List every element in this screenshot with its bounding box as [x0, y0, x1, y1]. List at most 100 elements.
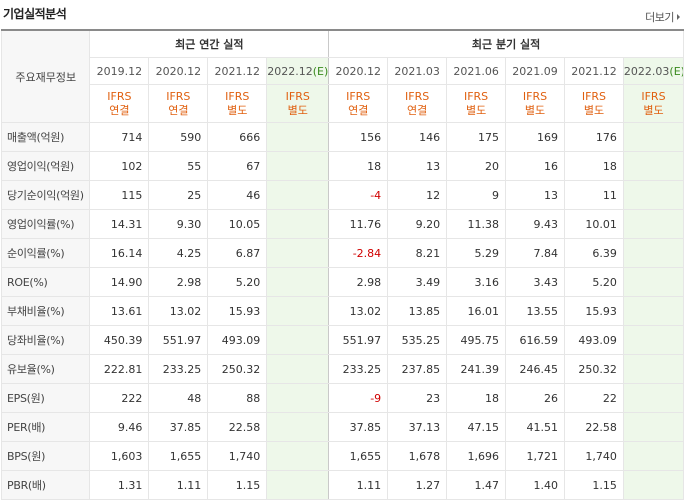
row-label: 당좌비율(%) [0, 325, 91, 355]
row-label: PBR(배) [0, 470, 91, 500]
quarter-value-cell: 13.55 [505, 296, 565, 326]
annual-value-cell: 666 [207, 122, 268, 152]
annual-value-cell: 46 [207, 180, 268, 210]
period-label: 2020.12 [335, 64, 381, 78]
std-line-1: IFRS [107, 89, 132, 103]
std-line-1: IFRS [581, 89, 607, 103]
row-label: 당기순이익(억원) [0, 180, 91, 210]
row-label: 순이익률(%) [0, 238, 91, 268]
quarter-value-cell: 23 [387, 383, 448, 413]
period-label: 2022.12 [267, 64, 313, 78]
quarter-value-cell: 1,740 [563, 441, 624, 471]
more-link[interactable]: 더보기 [645, 9, 680, 25]
table-row: EPS(원) 222 48 88 -9 23 18 26 22 [0, 383, 685, 413]
quarter-value-cell: 241.39 [446, 354, 507, 384]
accounting-standard-header: IFRS 별도 [563, 84, 624, 123]
accounting-standard-header: IFRS 별도 [622, 84, 685, 123]
annual-value-cell: 2.98 [148, 267, 209, 297]
annual-value-cell: 37.85 [148, 412, 209, 442]
std-line-1: IFRS [641, 89, 666, 103]
std-line-2: 연결 [109, 103, 130, 117]
accounting-standard-header: IFRS 연결 [89, 84, 150, 123]
quarter-value-cell: 1,696 [446, 441, 507, 471]
estimate-mark: (E) [312, 64, 329, 78]
quarter-value-cell: 9.43 [505, 209, 565, 239]
annual-value-cell: 14.31 [89, 209, 150, 239]
quarter-value-cell: 169 [505, 122, 565, 152]
annual-value-cell: 25 [148, 180, 209, 210]
quarter-value-cell: 3.49 [387, 267, 448, 297]
quarter-value-cell: 15.93 [563, 296, 624, 326]
annual-value-cell: 1,655 [148, 441, 209, 471]
quarter-value-cell: 616.59 [505, 325, 565, 355]
annual-value-cell [266, 325, 330, 355]
quarter-value-cell [622, 180, 685, 210]
quarter-value-cell: 175 [446, 122, 507, 152]
std-line-2: 연결 [168, 103, 189, 117]
std-line-1: IFRS [166, 89, 191, 103]
quarter-value-cell: 16.01 [446, 296, 507, 326]
table-row: 영업이익률(%) 14.31 9.30 10.05 11.76 9.20 11.38 9.43… [0, 209, 685, 239]
table-row: 당좌비율(%) 450.39 551.97 493.09 551.97 535.25 495… [0, 325, 685, 355]
annual-period-header: 2020.12 [148, 57, 209, 85]
annual-group-header: 최근 연간 실적 [89, 29, 330, 58]
annual-value-cell: 1,740 [207, 441, 268, 471]
quarter-period-header: 2020.12 [328, 57, 389, 85]
quarter-value-cell: -9 [328, 383, 389, 413]
quarter-value-cell: 18 [446, 383, 507, 413]
accounting-standard-header: IFRS 별도 [446, 84, 507, 123]
annual-value-cell [266, 441, 330, 471]
annual-period-header: 2022.12(E) [266, 57, 330, 85]
annual-value-cell [266, 296, 330, 326]
quarter-period-header: 2021.09 [505, 57, 565, 85]
annual-value-cell: 1.11 [148, 470, 209, 500]
quarter-value-cell: 37.85 [328, 412, 389, 442]
annual-value-cell: 102 [89, 151, 150, 181]
annual-value-cell: 13.61 [89, 296, 150, 326]
quarter-value-cell: 3.16 [446, 267, 507, 297]
period-label: 2022.03 [623, 64, 670, 78]
quarter-value-cell: 1.27 [387, 470, 448, 500]
quarter-group-header: 최근 분기 실적 [328, 29, 684, 58]
table-row: BPS(원) 1,603 1,655 1,740 1,655 1,678 1,696 1,72… [0, 441, 685, 471]
annual-value-cell: 55 [148, 151, 209, 181]
annual-value-cell: 250.32 [207, 354, 268, 384]
quarter-value-cell: 13 [505, 180, 565, 210]
table-row: PER(배) 9.46 37.85 22.58 37.85 37.13 47.15 41.51… [0, 412, 685, 442]
annual-value-cell: 222 [89, 383, 150, 413]
quarter-value-cell: 20 [446, 151, 507, 181]
quarter-value-cell: 8.21 [387, 238, 448, 268]
quarter-value-cell: 1,721 [505, 441, 565, 471]
quarter-value-cell: 10.01 [563, 209, 624, 239]
quarter-value-cell [622, 238, 685, 268]
annual-value-cell: 6.87 [207, 238, 268, 268]
std-line-1: IFRS [405, 89, 430, 103]
quarter-value-cell: 493.09 [563, 325, 624, 355]
std-line-2: 연결 [348, 103, 369, 117]
table-row: 부채비율(%) 13.61 13.02 15.93 13.02 13.85 16.01 13.… [0, 296, 685, 326]
quarter-period-header: 2021.03 [387, 57, 448, 85]
annual-value-cell: 48 [148, 383, 209, 413]
quarter-value-cell: 22 [563, 383, 624, 413]
annual-value-cell [266, 238, 330, 268]
quarter-value-cell: 13.02 [328, 296, 389, 326]
quarter-value-cell: 47.15 [446, 412, 507, 442]
quarter-value-cell: 146 [387, 122, 448, 152]
annual-value-cell: 222.81 [89, 354, 150, 384]
quarter-value-cell [622, 412, 685, 442]
table-row: 매출액(억원) 714 590 666 156 146 175 169 176 [0, 122, 685, 152]
annual-value-cell: 13.02 [148, 296, 209, 326]
quarter-value-cell: 1,655 [328, 441, 389, 471]
quarter-value-cell: 2.98 [328, 267, 389, 297]
table-row: 당기순이익(억원) 115 25 46 -4 12 9 13 11 [0, 180, 685, 210]
annual-value-cell: 88 [207, 383, 268, 413]
std-line-1: IFRS [346, 89, 371, 103]
quarter-value-cell [622, 209, 685, 239]
period-label: 2021.03 [394, 64, 440, 78]
row-label: BPS(원) [0, 441, 91, 471]
annual-value-cell [266, 180, 330, 210]
std-line-2: 별도 [227, 103, 248, 117]
annual-value-cell: 1,603 [89, 441, 150, 471]
annual-value-cell [266, 267, 330, 297]
more-label: 더보기 [645, 11, 674, 24]
